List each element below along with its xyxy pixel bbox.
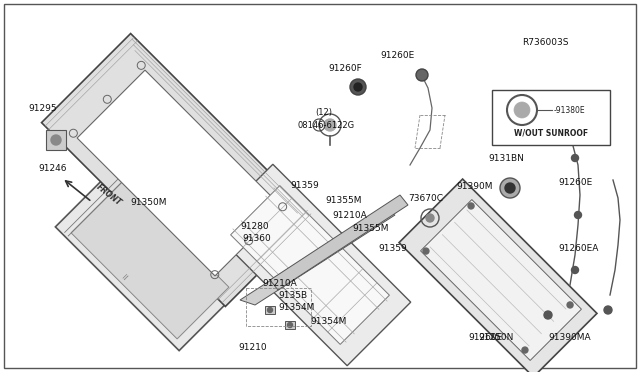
Text: 91280: 91280 bbox=[240, 221, 269, 231]
Circle shape bbox=[423, 248, 429, 254]
Text: 91260EA: 91260EA bbox=[558, 244, 598, 253]
Polygon shape bbox=[420, 199, 581, 360]
Text: 08146-6122G: 08146-6122G bbox=[298, 121, 355, 130]
Text: 91359: 91359 bbox=[290, 180, 319, 189]
Circle shape bbox=[268, 308, 273, 312]
Polygon shape bbox=[399, 179, 597, 372]
Text: 91210A: 91210A bbox=[332, 211, 367, 219]
Circle shape bbox=[604, 306, 612, 314]
Text: =: = bbox=[120, 270, 132, 282]
Polygon shape bbox=[209, 164, 411, 366]
Polygon shape bbox=[270, 195, 408, 290]
Text: R736003S: R736003S bbox=[522, 38, 568, 46]
Polygon shape bbox=[42, 33, 314, 307]
Text: FRONT: FRONT bbox=[95, 183, 124, 208]
Bar bbox=[492, 90, 610, 145]
Text: 91250N: 91250N bbox=[478, 334, 513, 343]
Bar bbox=[246, 288, 311, 326]
Text: -91380E: -91380E bbox=[554, 106, 586, 115]
Polygon shape bbox=[240, 210, 395, 305]
Polygon shape bbox=[265, 306, 275, 314]
Text: 9135B: 9135B bbox=[278, 292, 307, 301]
Circle shape bbox=[544, 311, 552, 319]
Circle shape bbox=[505, 183, 515, 193]
Circle shape bbox=[350, 79, 366, 95]
Text: 9131BN: 9131BN bbox=[488, 154, 524, 163]
Text: 91210: 91210 bbox=[238, 343, 267, 353]
Circle shape bbox=[324, 119, 336, 131]
Text: 73670C: 73670C bbox=[408, 193, 443, 202]
Text: 91390M: 91390M bbox=[456, 182, 493, 190]
Circle shape bbox=[522, 347, 528, 353]
Text: 91390MA: 91390MA bbox=[548, 334, 591, 343]
Text: 91260E: 91260E bbox=[558, 177, 592, 186]
Circle shape bbox=[575, 212, 582, 218]
Polygon shape bbox=[56, 166, 241, 351]
Polygon shape bbox=[230, 186, 389, 344]
Circle shape bbox=[416, 69, 428, 81]
Text: 91355M: 91355M bbox=[325, 196, 362, 205]
Circle shape bbox=[354, 83, 362, 91]
Text: 91260E: 91260E bbox=[468, 334, 502, 343]
Text: 91354M: 91354M bbox=[278, 304, 314, 312]
Circle shape bbox=[572, 266, 579, 273]
Circle shape bbox=[572, 154, 579, 161]
Text: 91355M: 91355M bbox=[352, 224, 388, 232]
Polygon shape bbox=[46, 130, 66, 150]
Text: 91260E: 91260E bbox=[380, 51, 414, 60]
Circle shape bbox=[51, 135, 61, 145]
Polygon shape bbox=[285, 321, 295, 329]
Text: W/OUT SUNROOF: W/OUT SUNROOF bbox=[514, 128, 588, 138]
Circle shape bbox=[567, 302, 573, 308]
Polygon shape bbox=[71, 181, 229, 339]
Polygon shape bbox=[77, 70, 283, 276]
Circle shape bbox=[426, 214, 434, 222]
Text: 91359: 91359 bbox=[378, 244, 407, 253]
Circle shape bbox=[514, 102, 530, 118]
Text: 91246: 91246 bbox=[38, 164, 67, 173]
Text: 91210A: 91210A bbox=[262, 279, 297, 289]
Circle shape bbox=[500, 178, 520, 198]
Text: 91295: 91295 bbox=[28, 103, 56, 112]
Text: (12): (12) bbox=[315, 108, 332, 117]
Text: 91350M: 91350M bbox=[130, 198, 166, 206]
Circle shape bbox=[468, 203, 474, 209]
Text: 91354M: 91354M bbox=[310, 317, 346, 327]
Text: 91260F: 91260F bbox=[328, 64, 362, 73]
Text: 91360: 91360 bbox=[242, 234, 271, 243]
Circle shape bbox=[287, 323, 292, 327]
Text: S: S bbox=[317, 122, 321, 128]
